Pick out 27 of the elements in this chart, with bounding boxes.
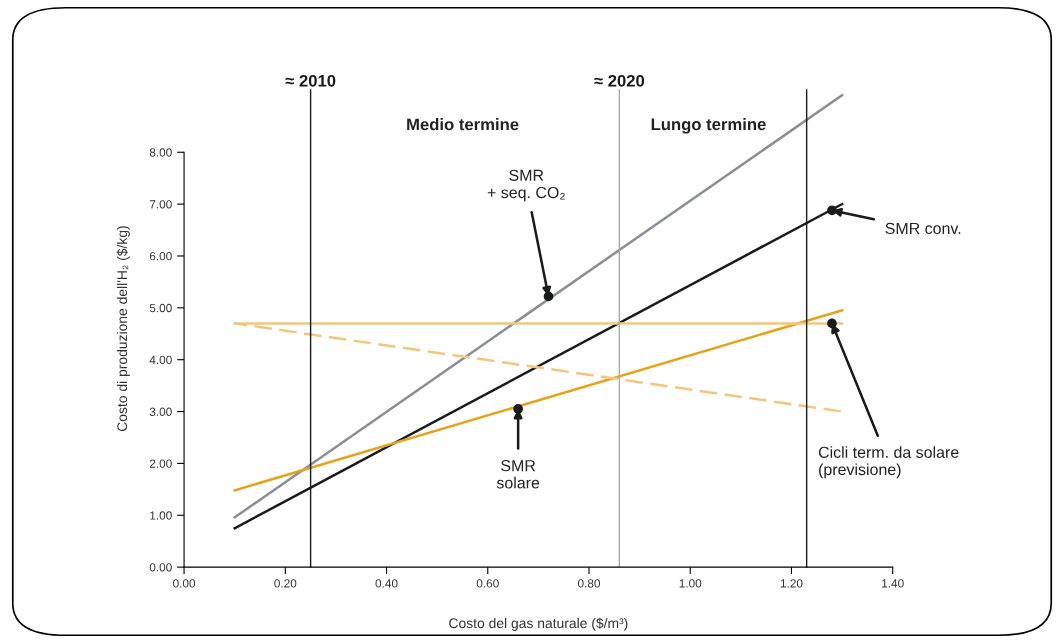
y-tick-label: 1.00: [150, 511, 172, 520]
y-tick-label: 3.00: [149, 407, 172, 416]
annotation: SMR conv.: [885, 222, 961, 235]
x-tick-label: 0.00: [173, 579, 196, 588]
ref-line-label: ≈ 2010: [285, 74, 336, 87]
y-tick-label: 5.00: [149, 303, 172, 313]
x-tick-label: 1.40: [882, 579, 904, 588]
x-tick-label: 0.20: [274, 579, 297, 588]
annotation: Medio termine: [407, 118, 519, 131]
y-tick-label: 2.00: [149, 459, 172, 468]
y-tick-label: 0.00: [149, 563, 172, 572]
annotation: SMR solare: [496, 460, 540, 489]
y-tick-label: 7.00: [149, 200, 172, 209]
x-tick-label: 0.40: [375, 579, 398, 588]
annotation: SMR + seq. CO₂: [487, 169, 565, 202]
annotation: Lungo termine: [651, 118, 766, 134]
annotation: Cicli term. da solare (previsione): [818, 446, 959, 479]
x-axis-title: Costo del gas naturale ($/m³): [449, 617, 628, 631]
ref-line-label: ≈ 2020: [594, 74, 645, 87]
x-tick-label: 1.20: [780, 579, 803, 588]
x-tick-label: 0.80: [577, 579, 601, 588]
y-axis-title: Costo di produzione dell'H₂ ($/kg): [116, 226, 130, 432]
y-tick-label: 8.00: [149, 148, 172, 157]
x-tick-label: 1.00: [679, 579, 702, 588]
y-tick-label: 6.00: [149, 252, 172, 261]
x-tick-label: 0.60: [476, 579, 499, 588]
y-tick-label: 4.00: [149, 355, 172, 365]
